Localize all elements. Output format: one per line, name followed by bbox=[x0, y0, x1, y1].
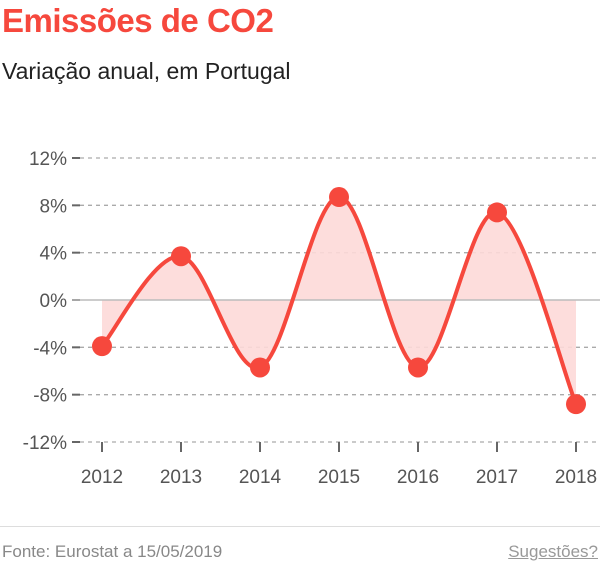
x-tick-label: 2015 bbox=[318, 467, 360, 488]
line-chart: 12% 8% 4% 0% -4% -8% -12% 2012 2013 2014 2015 2016… bbox=[23, 149, 600, 488]
y-tick-label: -12% bbox=[23, 433, 67, 454]
data-point-2018[interactable] bbox=[566, 394, 586, 415]
y-tick-label: 12% bbox=[29, 149, 67, 170]
data-point-2017[interactable] bbox=[487, 202, 507, 223]
source-text: Fonte: Eurostat a 15/05/2019 bbox=[2, 542, 223, 561]
y-tick-label: 0% bbox=[40, 291, 68, 312]
y-tick-label: -4% bbox=[33, 338, 67, 359]
y-tick-label: -8% bbox=[33, 386, 67, 407]
area-fill bbox=[102, 197, 576, 405]
x-tick-label: 2017 bbox=[476, 467, 518, 488]
data-point-2012[interactable] bbox=[92, 336, 112, 357]
x-tick-label: 2012 bbox=[81, 467, 123, 488]
x-tick-label: 2018 bbox=[555, 467, 597, 488]
y-tick-label: 4% bbox=[40, 244, 68, 265]
suggestions-link[interactable]: Sugestões? bbox=[508, 542, 598, 561]
data-point-2013[interactable] bbox=[171, 246, 191, 267]
footer-divider bbox=[0, 526, 600, 527]
x-tick-label: 2016 bbox=[397, 467, 439, 488]
x-tick-label: 2013 bbox=[160, 467, 202, 488]
y-tick-label: 8% bbox=[40, 196, 68, 217]
x-tick-label: 2014 bbox=[239, 467, 282, 488]
data-point-2015[interactable] bbox=[329, 187, 349, 208]
data-point-2014[interactable] bbox=[250, 357, 270, 378]
chart-title: Emissões de CO2 bbox=[2, 2, 274, 39]
chart-subtitle: Variação anual, em Portugal bbox=[2, 58, 291, 84]
data-point-2016[interactable] bbox=[408, 357, 428, 378]
